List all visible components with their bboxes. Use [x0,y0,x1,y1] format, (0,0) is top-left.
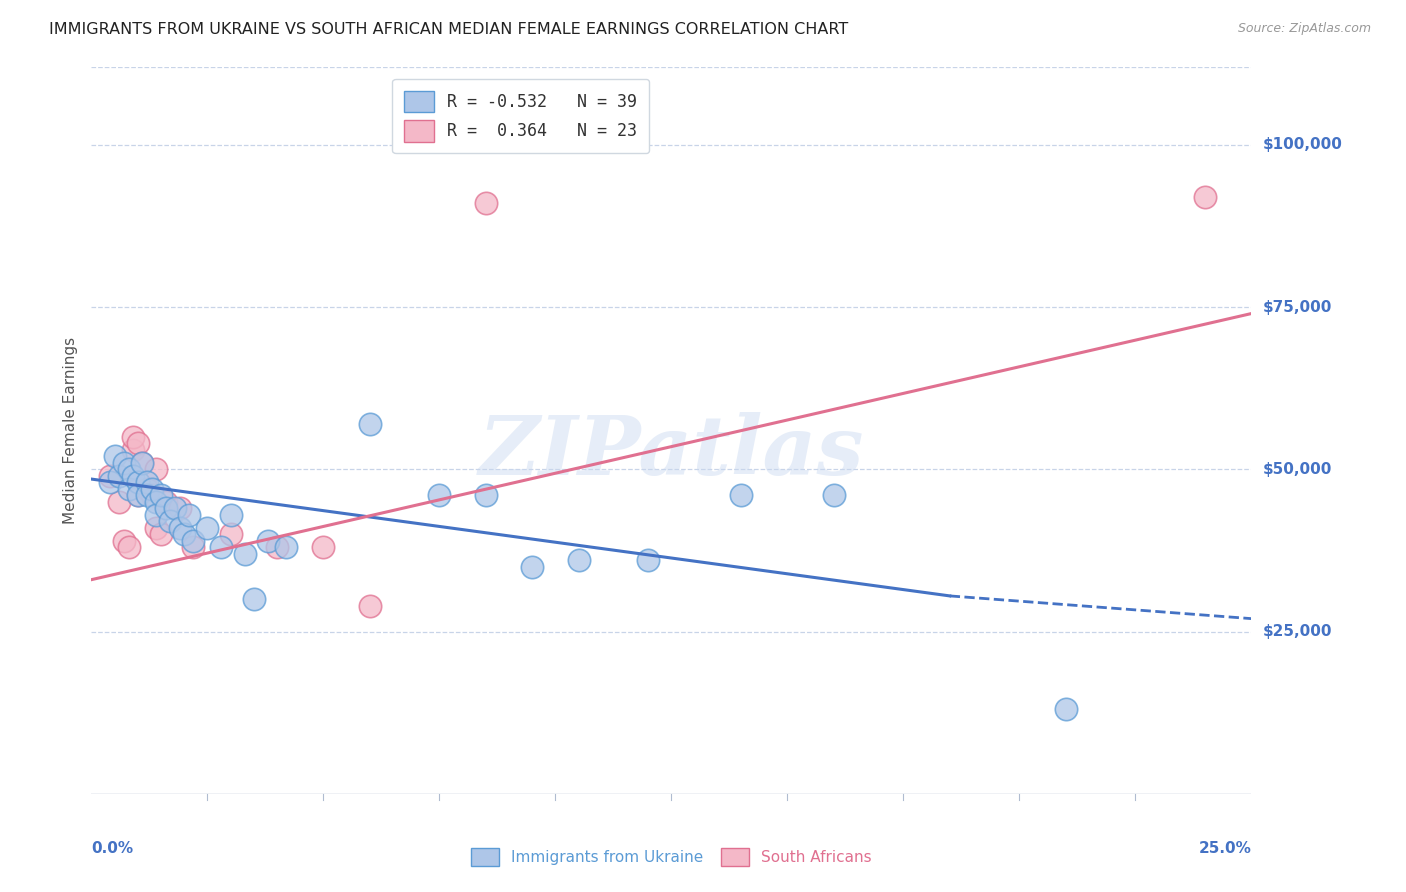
Point [256,533,278,548]
Point [122,430,145,444]
Point [567,553,591,567]
Point [145,462,167,476]
Y-axis label: Median Female Earnings: Median Female Earnings [62,337,77,524]
Point [131,456,153,470]
Point [266,540,288,554]
Point [112,533,135,548]
Point [136,488,159,502]
Point [195,521,219,535]
Text: $25,000: $25,000 [1263,624,1331,639]
Point [155,495,177,509]
Point [233,547,256,561]
Point [730,488,752,502]
Legend: Immigrants from Ukraine, South Africans: Immigrants from Ukraine, South Africans [464,840,879,873]
Point [122,442,145,457]
Point [127,488,149,502]
Point [127,475,149,490]
Point [474,488,498,502]
Point [177,508,200,522]
Point [141,482,163,496]
Point [173,527,195,541]
Point [149,527,172,541]
Text: ZIPatlas: ZIPatlas [478,412,865,492]
Point [1194,190,1216,204]
Point [145,495,167,509]
Point [1054,702,1077,716]
Point [312,540,335,554]
Point [359,417,381,431]
Point [427,488,450,502]
Point [243,592,266,607]
Point [359,599,381,613]
Point [209,540,232,554]
Point [163,501,186,516]
Point [169,501,191,516]
Point [131,456,153,470]
Point [122,468,145,483]
Text: $100,000: $100,000 [1263,137,1343,153]
Point [823,488,845,502]
Point [474,196,498,211]
Point [112,456,135,470]
Point [183,540,205,554]
Point [98,468,121,483]
Point [183,533,205,548]
Point [219,508,242,522]
Point [117,540,139,554]
Text: 0.0%: 0.0% [91,841,134,856]
Point [149,488,172,502]
Point [145,521,167,535]
Point [145,508,167,522]
Point [169,521,191,535]
Point [117,482,139,496]
Point [108,495,131,509]
Point [98,475,121,490]
Point [136,475,159,490]
Point [276,540,298,554]
Point [520,559,543,574]
Point [136,482,159,496]
Text: 25.0%: 25.0% [1198,841,1251,856]
Point [104,450,127,464]
Point [141,488,163,502]
Text: IMMIGRANTS FROM UKRAINE VS SOUTH AFRICAN MEDIAN FEMALE EARNINGS CORRELATION CHAR: IMMIGRANTS FROM UKRAINE VS SOUTH AFRICAN… [49,22,848,37]
Point [127,488,149,502]
Point [155,501,177,516]
Text: $50,000: $50,000 [1263,462,1331,477]
Point [127,436,149,450]
Point [117,462,139,476]
Point [159,514,181,528]
Text: $75,000: $75,000 [1263,300,1331,315]
Point [108,468,131,483]
Point [637,553,659,567]
Text: Source: ZipAtlas.com: Source: ZipAtlas.com [1237,22,1371,36]
Point [219,527,242,541]
